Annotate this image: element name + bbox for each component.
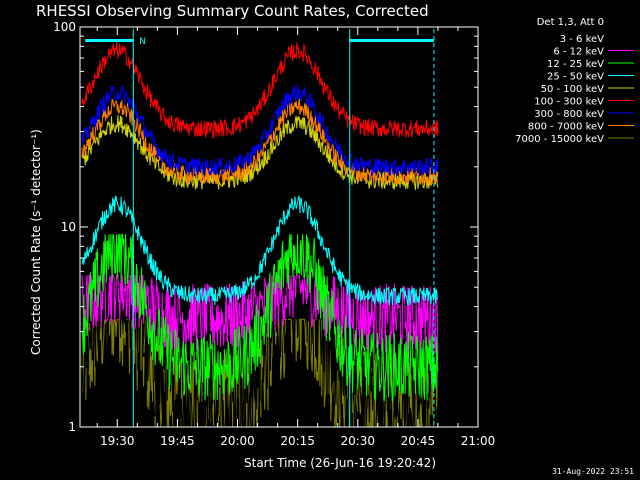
generation-timestamp: 31-Aug-2022 23:51 <box>552 467 634 476</box>
plot-area: N <box>81 29 439 428</box>
x-tick-label: 19:30 <box>100 434 135 448</box>
observing-bar-1 <box>349 39 434 42</box>
x-tick-label: 20:30 <box>340 434 375 448</box>
series-line-4 <box>81 115 439 190</box>
y-tick-label: 10 <box>61 220 76 234</box>
bar-label: N <box>139 37 146 47</box>
x-tick-label: 20:00 <box>220 434 255 448</box>
y-tick-label: 1 <box>68 420 76 434</box>
x-tick-label: 20:45 <box>401 434 436 448</box>
legend-entry-label: 12 - 25 keV <box>547 59 604 70</box>
y-axis-label: Corrected Count Rate (s⁻¹ detector⁻¹) <box>29 129 43 355</box>
series-line-3 <box>81 195 439 306</box>
series-line-6 <box>81 83 439 177</box>
y-tick-label: 100 <box>53 20 76 34</box>
x-tick-label: 20:15 <box>280 434 315 448</box>
legend-entry-label: 3 - 6 keV <box>560 34 604 45</box>
legend-entry-label: 50 - 100 keV <box>541 84 605 95</box>
series-line-2 <box>81 233 439 402</box>
legend-entry-label: 100 - 300 keV <box>534 97 604 108</box>
x-tick-label: 21:00 <box>461 434 496 448</box>
legend-entry-label: 800 - 7000 keV <box>528 122 604 133</box>
chart-title: RHESSI Observing Summary Count Rates, Co… <box>36 2 429 20</box>
legend-title: Det 1,3, Att 0 <box>537 17 604 28</box>
x-axis-label: Start Time (26-Jun-16 19:20:42) <box>244 456 436 470</box>
legend-entry-label: 7000 - 15000 keV <box>515 134 604 145</box>
observing-bar-0 <box>85 39 134 42</box>
axes: 1 10 100 19:30 19:45 20:00 20:15 20:30 20:45 21:0… <box>53 20 495 448</box>
legend-entry-label: 25 - 50 keV <box>547 72 604 83</box>
series-line-7 <box>81 98 439 187</box>
legend-entry-label: 6 - 12 keV <box>553 47 604 58</box>
legend-entry-label: 300 - 800 keV <box>534 109 604 120</box>
series-line-5 <box>81 42 439 139</box>
x-tick-label: 19:45 <box>160 434 195 448</box>
